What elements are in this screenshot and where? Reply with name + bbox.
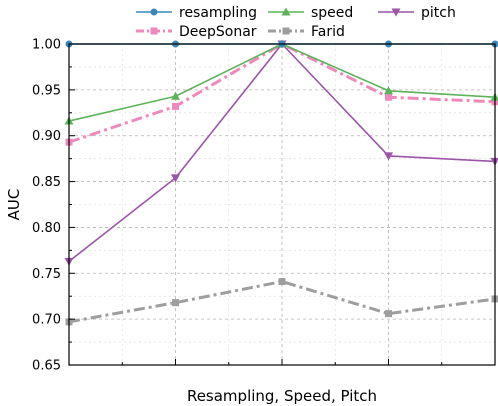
y-tick-label: 0.70 xyxy=(32,313,61,328)
data-point-pitch xyxy=(171,174,180,183)
legend-label-speed: speed xyxy=(311,5,353,21)
data-point-deepsonar xyxy=(172,102,179,110)
data-point-farid xyxy=(385,310,392,318)
legend-label-resampling: resampling xyxy=(179,5,257,21)
y-tick-labels: 0.65 0.70 0.75 0.80 0.85 0.90 0.95 1.00 xyxy=(32,38,61,374)
data-point-deepsonar xyxy=(385,93,392,101)
legend-label-pitch: pitch xyxy=(421,5,456,21)
y-tick-label: 0.90 xyxy=(32,129,61,144)
data-point-pitch xyxy=(384,152,393,161)
y-axis-title: AUC xyxy=(5,189,23,221)
data-point-speed xyxy=(384,86,393,95)
data-point-pitch xyxy=(490,157,498,166)
data-point-speed xyxy=(171,91,180,100)
legend-label-deepsonar: DeepSonar xyxy=(179,24,257,40)
legend-marker-resampling xyxy=(150,8,158,16)
y-tick-label: 0.95 xyxy=(32,83,61,98)
y-tick-label: 1.00 xyxy=(32,38,61,53)
legend-marker-pitch xyxy=(391,8,401,17)
grid-lines xyxy=(68,43,496,366)
y-tick-label: 0.65 xyxy=(32,359,61,374)
data-point-speed xyxy=(490,92,498,101)
legend-marker-speed xyxy=(281,7,291,16)
legend-label-farid: Farid xyxy=(311,24,345,40)
series-markers xyxy=(64,39,498,326)
y-tick-label: 0.75 xyxy=(32,267,61,282)
series-line-farid xyxy=(68,280,496,324)
legend-marker-deepsonar xyxy=(150,27,158,35)
x-axis-title: Resampling, Speed, Pitch xyxy=(187,387,377,405)
y-tick-label: 0.80 xyxy=(32,221,61,236)
data-point-farid xyxy=(172,299,179,307)
y-tick-label: 0.85 xyxy=(32,175,61,190)
axis-ticks xyxy=(68,43,496,366)
legend-marker-farid xyxy=(282,27,290,35)
legend: resampling speed pitch DeepSonar Farid xyxy=(136,5,456,40)
data-point-farid xyxy=(278,278,286,286)
